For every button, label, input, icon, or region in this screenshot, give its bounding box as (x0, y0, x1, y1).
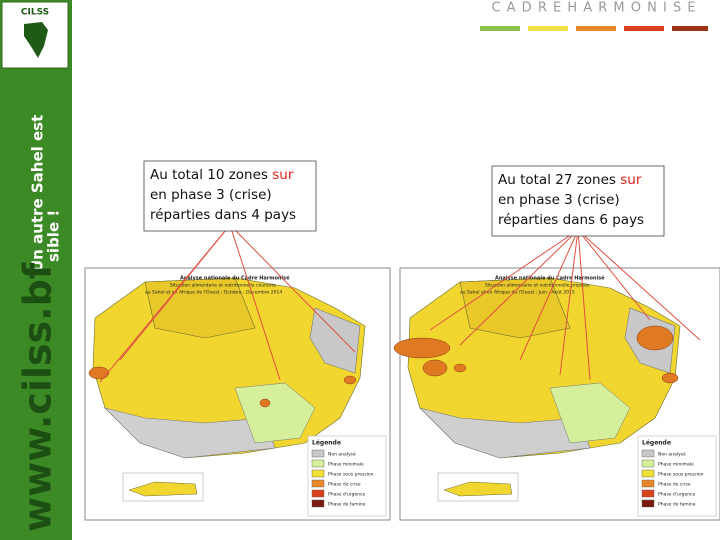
legend-entry: Phase sous pression (658, 472, 704, 478)
legend-entry: Phase d'urgence (658, 492, 696, 498)
legend-entry: Phase sous pression (328, 472, 374, 478)
legend-entry: Non analysé (328, 451, 356, 458)
slogan: sible ! (45, 210, 63, 262)
legend-swatch (641, 459, 655, 468)
callout-line: Au total 10 zones sur (150, 167, 294, 183)
legend-swatch (311, 459, 325, 468)
legend-swatch (311, 479, 325, 488)
legend-entry: Phase minimale (328, 462, 364, 468)
pointer-line (459, 229, 579, 346)
pointer-line (229, 224, 281, 381)
callout-highlight: sur (272, 167, 294, 183)
pointer-line (577, 229, 701, 341)
callout-line: Au total 27 zones sur (498, 172, 642, 188)
legend-swatch (641, 469, 655, 478)
legend-swatch (641, 499, 655, 508)
map-title: Analyse nationale du Cadre Harmonisé (495, 275, 605, 282)
callout-box (143, 160, 317, 232)
legend-entry: Phase de famine (328, 502, 366, 508)
map: Analyse nationale du Cadre HarmoniséSitu… (84, 267, 391, 521)
callout-box (491, 165, 665, 237)
map-subtitle: Situation alimentaire et nutritionnelle … (170, 283, 276, 289)
phase-bar (480, 26, 520, 31)
pointer-line (429, 229, 579, 331)
callout-line: réparties dans 4 pays (150, 207, 296, 223)
legend-swatch (641, 449, 655, 458)
land-north (144, 277, 256, 339)
map-subtitle: au Sahel et en Afrique de l'Ouest : Octo… (145, 289, 282, 296)
logo-africa (24, 22, 48, 58)
not-analysed (309, 307, 361, 374)
legend-swatch (641, 479, 655, 488)
crisis-zone (661, 372, 679, 384)
pointer-line (559, 229, 579, 376)
legend-title: Légende (312, 440, 341, 447)
legend-entry: Non analysé (658, 451, 686, 458)
legend-swatch (311, 499, 325, 508)
callout-line: en phase 3 (crise) (150, 187, 272, 203)
crisis-zone (259, 398, 271, 408)
callout-highlight: sur (620, 172, 642, 188)
legend-swatch (311, 449, 325, 458)
legend-entry: Phase minimale (658, 462, 694, 468)
legend-entry: Phase d'urgence (328, 492, 366, 498)
map-title: Analyse nationale du Cadre Harmonisé (180, 275, 290, 282)
pointer-line (577, 229, 591, 381)
minimal (234, 382, 316, 444)
callout-line: réparties dans 6 pays (498, 212, 644, 228)
callout-line: en phase 3 (crise) (498, 192, 620, 208)
pointer-line (119, 224, 231, 361)
phase-bar (528, 26, 568, 31)
legend-entry: Phase de famine (658, 502, 696, 508)
legend-swatch (311, 489, 325, 498)
legend-swatch (641, 489, 655, 498)
map-subtitle: au Sahel et en Afrique de l'Ouest : Juin… (460, 289, 575, 296)
header-title: C A D R E H A R M O N I S E (491, 1, 696, 16)
legend-title: Légende (642, 440, 671, 447)
pointer-line (229, 224, 356, 353)
pointer-line (519, 229, 579, 361)
map: Analyse nationale du Cadre HarmoniséSitu… (393, 267, 720, 521)
legend-swatch (311, 469, 325, 478)
phase-bar (672, 26, 708, 31)
minimal (549, 382, 631, 444)
crisis-zone (453, 363, 467, 373)
land-north (459, 277, 571, 339)
url: www.cilss.bf (16, 262, 60, 532)
crisis-zone (88, 366, 110, 380)
legend-entry: Phase de crise (328, 482, 361, 488)
crisis-zone (422, 359, 448, 377)
inset-land (443, 481, 513, 497)
crisis-zone (343, 375, 357, 385)
phase-bar (576, 26, 616, 31)
callout-text: Au total 10 zones (150, 167, 272, 183)
map-subtitle: Situation alimentaire et nutritionnelle … (485, 282, 590, 289)
crisis-zone (636, 325, 674, 351)
logo-text: CILSS (21, 8, 49, 18)
sidebar (0, 0, 72, 540)
callout-text: Au total 27 zones (498, 172, 620, 188)
phase-bar (624, 26, 664, 31)
pointer-line (577, 229, 651, 321)
inset-land (128, 481, 198, 497)
slogan: Un autre Sahel est (29, 115, 47, 272)
legend-entry: Phase de crise (658, 482, 691, 488)
crisis-zone (393, 337, 451, 359)
